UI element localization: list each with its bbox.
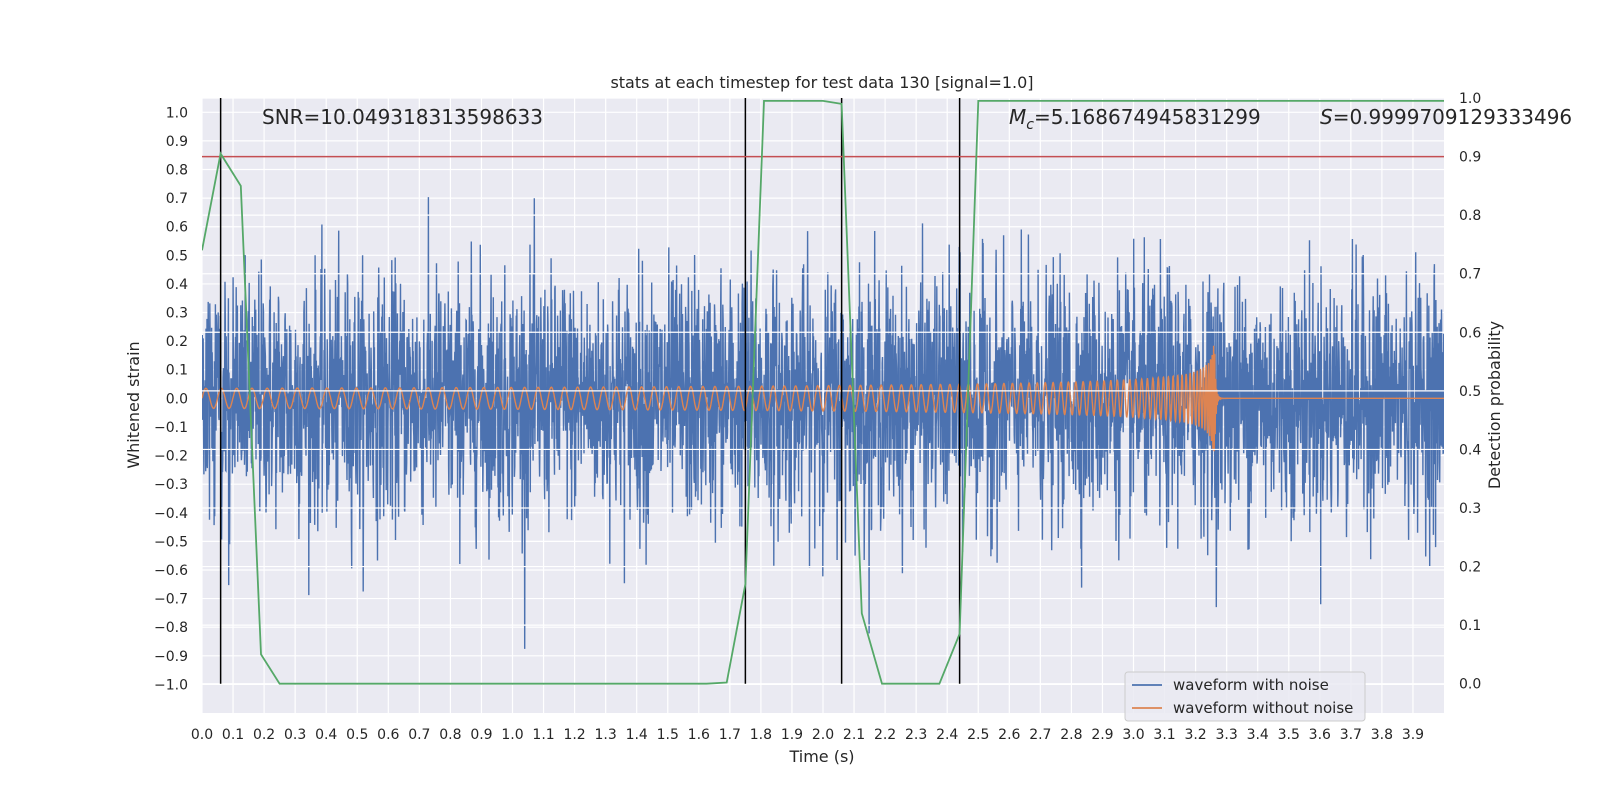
y-axis-ticks: 1.0 0.9 0.8 0.7 0.6 0.5 0.4 0.3 0.2 0.1 0.0 −0.1 −0.… — [154, 105, 188, 693]
snr-annotation: SNR=10.049318313598633 — [262, 105, 543, 129]
y2-tick-label: 0.2 — [1459, 560, 1481, 576]
x-tick-label: 0.1 — [222, 727, 244, 743]
y-tick-label: 0.8 — [166, 163, 188, 179]
x-tick-label: 3.6 — [1309, 727, 1331, 743]
x-tick-label: 1.1 — [532, 727, 554, 743]
y2-tick-label: 0.9 — [1459, 150, 1481, 166]
x-tick-label: 2.7 — [1029, 727, 1051, 743]
y-tick-label: −0.2 — [154, 449, 188, 465]
y2-tick-label: 0.6 — [1459, 325, 1481, 341]
x-tick-label: 1.4 — [626, 727, 648, 743]
y2-tick-label: 0.3 — [1459, 501, 1481, 517]
x-tick-label: 3.7 — [1340, 727, 1362, 743]
y2-tick-label: 0.4 — [1459, 442, 1481, 458]
y-tick-label: 0.6 — [166, 220, 188, 236]
y-tick-label: −1.0 — [154, 677, 188, 693]
noise-waveform-line — [202, 197, 1444, 649]
x-tick-label: 2.0 — [812, 727, 834, 743]
y-tick-label: 1.0 — [166, 105, 188, 121]
x-tick-label: 1.2 — [563, 727, 585, 743]
x-tick-label: 2.1 — [843, 727, 865, 743]
x-axis-ticks: 0.0 0.1 0.2 0.3 0.4 0.5 0.6 0.7 0.8 0.9 1.0 1.1 1.2 1… — [191, 727, 1424, 743]
x-tick-label: 0.6 — [377, 727, 399, 743]
x-tick-label: 0.0 — [191, 727, 213, 743]
score-annotation: S=0.9999709129333496 — [1320, 105, 1572, 129]
chirp-mass-annotation: Mc=5.168674945831299 — [1009, 105, 1261, 133]
x-tick-label: 0.5 — [346, 727, 368, 743]
y-tick-label: −0.8 — [154, 620, 188, 636]
x-tick-label: 1.3 — [595, 727, 617, 743]
x-tick-label: 3.0 — [1122, 727, 1144, 743]
legend-label-noise: waveform with noise — [1173, 676, 1329, 694]
x-tick-label: 0.3 — [284, 727, 306, 743]
x-tick-label: 2.2 — [874, 727, 896, 743]
y-tick-label: 0.3 — [166, 306, 188, 322]
chart-title: stats at each timestep for test data 130… — [610, 73, 1033, 92]
y-tick-label: 0.5 — [166, 248, 188, 264]
x-tick-label: 3.1 — [1153, 727, 1175, 743]
x-tick-label: 0.8 — [439, 727, 461, 743]
waveform-without-noise-series — [202, 345, 1444, 452]
x-tick-label: 1.8 — [750, 727, 772, 743]
x-tick-label: 2.3 — [905, 727, 927, 743]
x-tick-label: 3.9 — [1402, 727, 1424, 743]
x-axis-label: Time (s) — [788, 747, 854, 766]
x-tick-label: 1.6 — [688, 727, 710, 743]
x-tick-label: 3.5 — [1278, 727, 1300, 743]
x-tick-label: 1.7 — [719, 727, 741, 743]
x-tick-label: 0.7 — [408, 727, 430, 743]
y2-axis-ticks: 1.0 0.9 0.8 0.7 0.6 0.5 0.4 0.3 0.2 0.1 0.0 — [1459, 91, 1481, 693]
y-tick-label: −0.1 — [154, 420, 188, 436]
x-tick-label: 2.6 — [998, 727, 1020, 743]
y2-tick-label: 0.5 — [1459, 384, 1481, 400]
detection-probability-line — [202, 100, 1444, 685]
x-tick-label: 2.8 — [1060, 727, 1082, 743]
x-tick-label: 0.4 — [315, 727, 337, 743]
x-tick-label: 1.0 — [501, 727, 523, 743]
y-tick-label: −0.7 — [154, 592, 188, 608]
x-tick-label: 3.8 — [1371, 727, 1393, 743]
x-tick-label: 2.5 — [967, 727, 989, 743]
x-tick-label: 3.3 — [1216, 727, 1238, 743]
x-tick-label: 2.4 — [936, 727, 958, 743]
x-tick-label: 1.9 — [781, 727, 803, 743]
legend-label-clean: waveform without noise — [1173, 699, 1353, 717]
y2-axis-label: Detection probability — [1485, 321, 1504, 489]
x-tick-label: 0.9 — [470, 727, 492, 743]
y-tick-label: −0.6 — [154, 563, 188, 579]
x-tick-label: 1.5 — [657, 727, 679, 743]
legend-box — [1124, 671, 1366, 722]
legend: waveform with noise waveform without noi… — [1124, 671, 1366, 722]
y-axis-label: Whitened strain — [124, 341, 143, 468]
y-tick-label: −0.5 — [154, 534, 188, 550]
y-tick-label: 0.4 — [166, 277, 188, 293]
waveform-with-noise-series — [202, 197, 1444, 649]
y-tick-label: 0.1 — [166, 363, 188, 379]
y-tick-label: 0.7 — [166, 191, 188, 207]
clean-waveform-line — [202, 345, 1444, 452]
y-tick-label: 0.0 — [166, 391, 188, 407]
detection-probability-series — [202, 100, 1444, 685]
y2-tick-label: 0.1 — [1459, 618, 1481, 634]
x-tick-label: 3.2 — [1184, 727, 1206, 743]
x-tick-label: 2.9 — [1091, 727, 1113, 743]
y-tick-label: −0.4 — [154, 506, 188, 522]
y-tick-label: 0.9 — [166, 134, 188, 150]
y2-tick-label: 0.8 — [1459, 208, 1481, 224]
y2-tick-label: 0.0 — [1459, 677, 1481, 693]
y2-tick-label: 0.7 — [1459, 267, 1481, 283]
event-markers — [219, 98, 961, 684]
y-tick-label: −0.9 — [154, 649, 188, 665]
y-tick-label: 0.2 — [166, 334, 188, 350]
y-tick-label: −0.3 — [154, 477, 188, 493]
y2-tick-label: 1.0 — [1459, 91, 1481, 107]
x-tick-label: 3.4 — [1247, 727, 1269, 743]
x-tick-label: 0.2 — [253, 727, 275, 743]
